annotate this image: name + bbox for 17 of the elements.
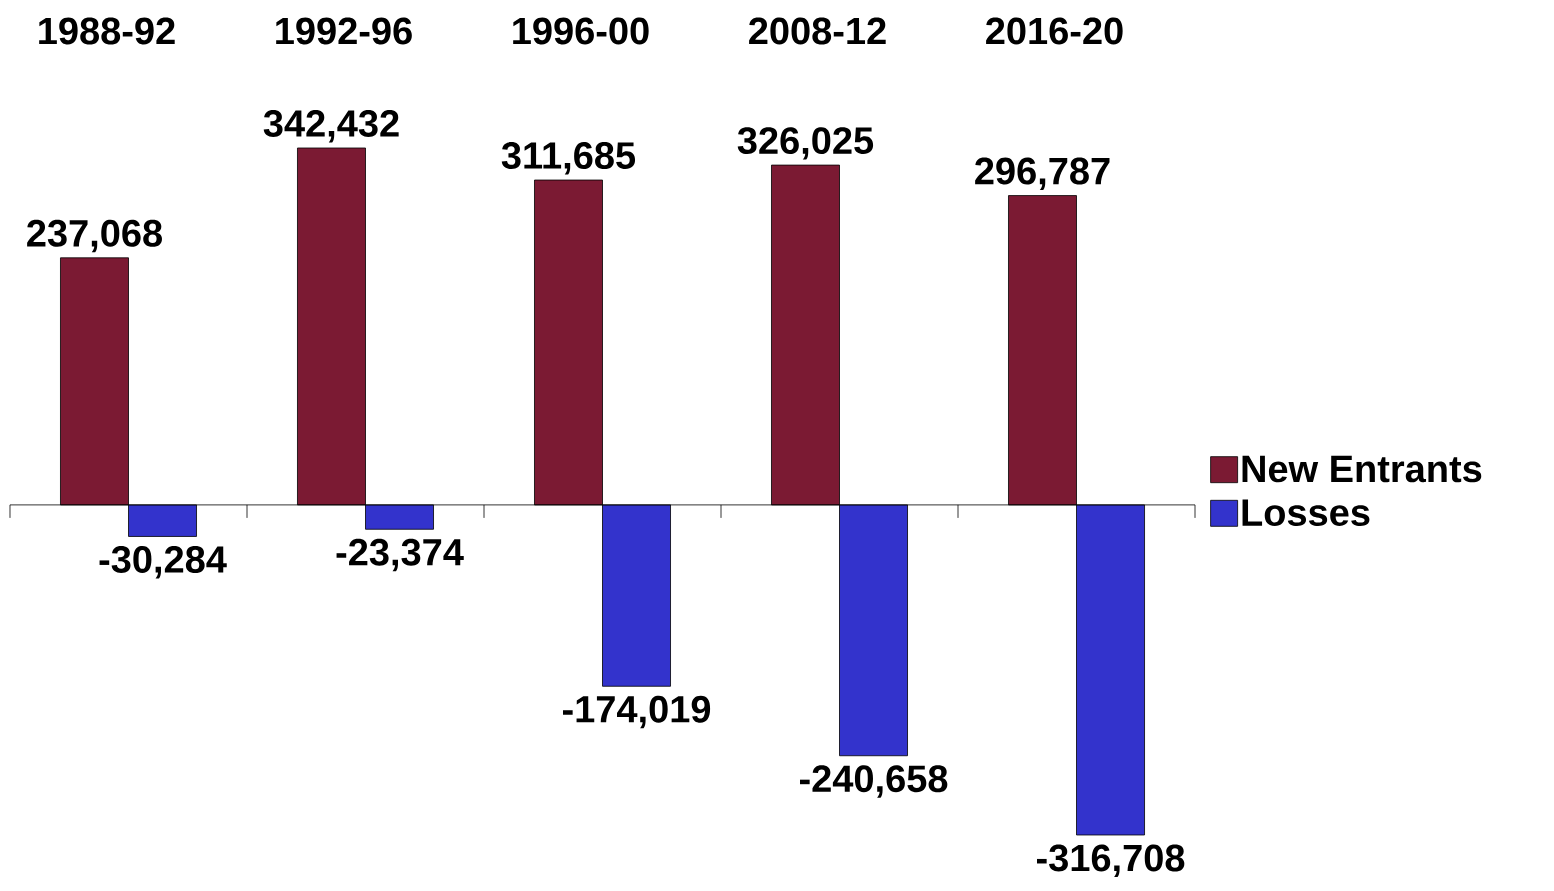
x-tick-label: 1996-00 — [513, 17, 649, 45]
data-label: 237,068 — [27, 219, 162, 253]
data-label: -23,374 — [336, 538, 464, 572]
data-label: 296,787 — [975, 157, 1110, 191]
x-tick-label: 2008-12 — [749, 17, 886, 45]
data-label: -30,284 — [99, 546, 227, 579]
data-label: -240,658 — [800, 765, 948, 798]
data-label: -316,708 — [1037, 844, 1185, 877]
x-tick-label: 1992-96 — [276, 17, 412, 45]
legend-label: Losses — [1242, 499, 1370, 527]
data-label: 326,025 — [737, 127, 874, 160]
data-label: -174,019 — [563, 695, 711, 729]
x-tick-label: 1988-92 — [39, 17, 175, 45]
legend-label: New Entrants — [1242, 455, 1482, 483]
data-label: 311,685 — [501, 142, 636, 175]
x-tick-label: 2016-20 — [986, 17, 1123, 45]
data-label: 342,432 — [263, 110, 399, 143]
